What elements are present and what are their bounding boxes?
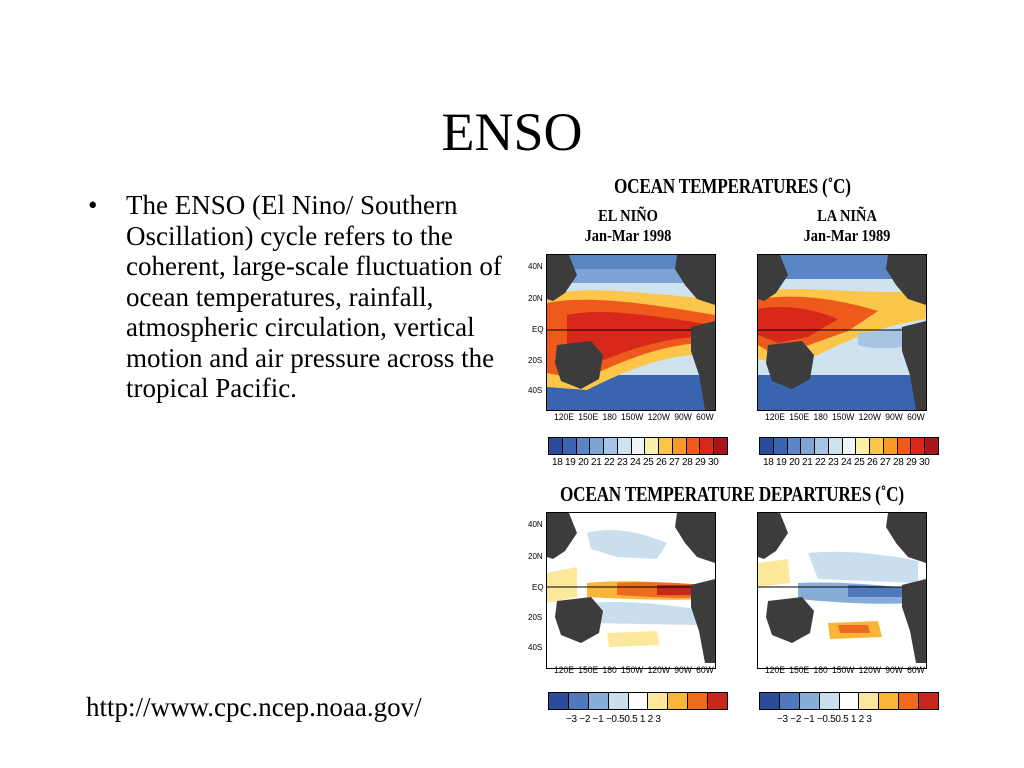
color-swatch bbox=[714, 438, 727, 454]
lat-label: 40S bbox=[528, 643, 543, 652]
color-swatch bbox=[672, 438, 687, 454]
color-swatch bbox=[897, 438, 912, 454]
temperature-scale-labels: 18 19 20 21 22 23 24 25 26 27 28 29 30 bbox=[552, 457, 719, 468]
color-swatch bbox=[856, 438, 871, 454]
color-swatch bbox=[590, 438, 605, 454]
color-swatch bbox=[628, 693, 649, 709]
lat-label: EQ bbox=[532, 325, 544, 334]
color-swatch bbox=[549, 693, 569, 709]
color-swatch bbox=[700, 438, 715, 454]
color-swatch bbox=[801, 438, 816, 454]
color-swatch bbox=[631, 438, 646, 454]
color-swatch bbox=[919, 693, 939, 709]
map-el-nino-departures bbox=[546, 512, 716, 669]
lon-labels: 120E 150E 180 150W 120W 90W 60W bbox=[765, 665, 925, 675]
slide-title: ENSO bbox=[441, 102, 583, 162]
lat-label: 20N bbox=[528, 552, 543, 561]
lat-label: 40S bbox=[528, 386, 543, 395]
temperature-color-scale bbox=[548, 437, 728, 455]
color-swatch bbox=[911, 438, 926, 454]
panel-header-el-nino: EL NIÑO Jan-Mar 1998 bbox=[535, 206, 722, 246]
color-swatch bbox=[925, 438, 938, 454]
lon-labels: 120E 150E 180 150W 120W 90W 60W bbox=[554, 665, 714, 675]
color-swatch bbox=[760, 438, 774, 454]
color-swatch bbox=[815, 438, 829, 454]
color-swatch bbox=[870, 438, 884, 454]
color-swatch bbox=[562, 438, 577, 454]
color-swatch bbox=[842, 438, 857, 454]
color-swatch bbox=[879, 693, 900, 709]
map-la-nina-departures bbox=[757, 512, 927, 669]
departure-scale-labels: −3 −2 −1 −0.50.5 1 2 3 bbox=[777, 714, 872, 725]
source-url: http://www.cpc.ncep.noaa.gov/ bbox=[86, 692, 422, 722]
lon-labels: 120E 150E 180 150W 120W 90W 60W bbox=[765, 412, 925, 422]
lat-label: 20N bbox=[528, 294, 543, 303]
color-swatch bbox=[787, 438, 802, 454]
color-swatch bbox=[668, 693, 689, 709]
color-swatch bbox=[859, 693, 880, 709]
map-la-nina-temperature bbox=[757, 254, 927, 411]
color-swatch bbox=[779, 693, 800, 709]
color-swatch bbox=[819, 693, 840, 709]
map-el-nino-temperature bbox=[546, 254, 716, 411]
color-swatch bbox=[604, 438, 618, 454]
color-swatch bbox=[576, 438, 591, 454]
temperature-color-scale bbox=[759, 437, 939, 455]
panel-name-la-nina: LA NIÑA bbox=[817, 206, 877, 225]
departure-color-scale bbox=[548, 692, 728, 710]
color-swatch bbox=[588, 693, 609, 709]
color-swatch bbox=[708, 693, 728, 709]
lat-label: 40N bbox=[528, 520, 543, 529]
color-swatch bbox=[608, 693, 629, 709]
color-swatch bbox=[839, 693, 860, 709]
color-swatch bbox=[828, 438, 843, 454]
color-swatch bbox=[686, 438, 701, 454]
color-swatch bbox=[773, 438, 788, 454]
color-swatch bbox=[799, 693, 820, 709]
color-swatch bbox=[568, 693, 589, 709]
lon-labels: 120E 150E 180 150W 120W 90W 60W bbox=[554, 412, 714, 422]
color-swatch bbox=[883, 438, 898, 454]
lat-label: 20S bbox=[528, 356, 543, 365]
lat-label: 20S bbox=[528, 613, 543, 622]
bullet-text: The ENSO (El Nino/ Southern Oscillation)… bbox=[126, 190, 502, 403]
lat-label: EQ bbox=[532, 583, 544, 592]
color-swatch bbox=[648, 693, 669, 709]
panel-name-el-nino: EL NIÑO bbox=[598, 206, 658, 225]
temperature-scale-labels: 18 19 20 21 22 23 24 25 26 27 28 29 30 bbox=[763, 457, 930, 468]
departure-color-scale bbox=[759, 692, 939, 710]
color-swatch bbox=[549, 438, 563, 454]
color-swatch bbox=[617, 438, 632, 454]
figure-title-temperatures: OCEAN TEMPERATURES (˚C) bbox=[614, 174, 851, 198]
color-swatch bbox=[688, 693, 709, 709]
color-swatch bbox=[899, 693, 920, 709]
panel-period-el-nino: Jan-Mar 1998 bbox=[584, 226, 672, 245]
bullet-item: • The ENSO (El Nino/ Southern Oscillatio… bbox=[88, 190, 518, 404]
color-swatch bbox=[760, 693, 780, 709]
lat-label: 40N bbox=[528, 262, 543, 271]
panel-period-la-nina: Jan-Mar 1989 bbox=[803, 226, 891, 245]
departure-scale-labels: −3 −2 −1 −0.50.5 1 2 3 bbox=[566, 714, 661, 725]
panel-header-la-nina: LA NIÑA Jan-Mar 1989 bbox=[754, 206, 941, 246]
color-swatch bbox=[645, 438, 660, 454]
color-swatch bbox=[659, 438, 673, 454]
figure-title-departures: OCEAN TEMPERATURE DEPARTURES (˚C) bbox=[560, 482, 904, 506]
bullet-dot: • bbox=[88, 190, 98, 220]
